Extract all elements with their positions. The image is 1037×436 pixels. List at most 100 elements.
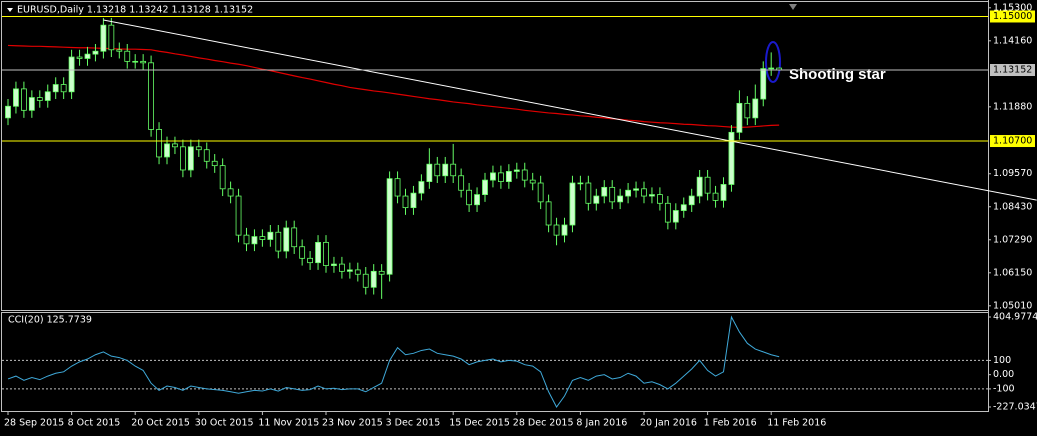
candle-body <box>362 273 369 288</box>
candle-body <box>752 98 759 119</box>
candle-body <box>490 172 496 181</box>
candle-body <box>36 97 43 101</box>
candle-body <box>179 146 186 171</box>
candle-body <box>331 263 337 266</box>
candle-body <box>386 178 393 275</box>
level-label-box <box>990 135 1035 148</box>
y-tick-label: 1.11880 <box>993 101 1032 112</box>
candle-body <box>291 227 298 248</box>
candle-body <box>219 165 226 190</box>
candle-body <box>617 195 624 203</box>
level-label: 1.15000 <box>993 11 1032 22</box>
candle-body <box>100 24 107 52</box>
candle-body <box>680 204 687 211</box>
candle-body <box>52 84 59 93</box>
candle-body <box>728 131 735 185</box>
candle-body <box>529 179 536 184</box>
candle-body <box>76 56 83 59</box>
candle-body <box>609 186 616 203</box>
candle-body <box>68 56 75 93</box>
candle-body <box>28 97 35 111</box>
x-tick-label: 20 Jan 2016 <box>640 418 697 429</box>
candle-body <box>704 176 711 194</box>
candle-body <box>60 84 67 93</box>
y-tick-label: 1.08430 <box>993 201 1032 212</box>
x-tick-label: 11 Feb 2016 <box>767 418 826 429</box>
y-tick-label: 0.00 <box>993 369 1014 380</box>
candle-body <box>148 62 155 130</box>
y-tick-label: 1.14160 <box>993 35 1032 46</box>
candle-body <box>315 241 321 264</box>
x-tick-label: 23 Nov 2015 <box>322 418 383 429</box>
candle-body <box>307 257 314 264</box>
menu-triangle <box>7 8 13 12</box>
candle-body <box>251 236 258 245</box>
candle-body <box>203 149 210 162</box>
candle-body <box>720 184 727 201</box>
candle-body <box>545 201 552 226</box>
x-tick-label: 11 Nov 2015 <box>258 418 319 429</box>
candle-body <box>760 68 767 100</box>
candle-body <box>641 188 647 197</box>
candle-body <box>672 210 679 223</box>
candle-body <box>649 194 655 197</box>
x-tick-label: 1 Feb 2016 <box>704 418 757 429</box>
candle-body <box>458 175 465 191</box>
candle-body <box>521 169 528 181</box>
level-label: 1.10700 <box>993 136 1032 147</box>
candle-body <box>577 182 584 185</box>
candle-body <box>513 169 520 172</box>
candle-body <box>593 195 600 204</box>
candle-body <box>211 160 218 167</box>
candle-body <box>744 102 751 119</box>
candle-body <box>561 224 568 236</box>
candle-body <box>625 189 631 197</box>
candle-body <box>410 192 417 209</box>
candle-body <box>172 143 178 148</box>
candle-body <box>195 146 202 151</box>
candle-body <box>354 269 361 275</box>
candle-body <box>20 88 27 111</box>
x-tick-label: 3 Dec 2015 <box>386 418 441 429</box>
candle-body <box>569 182 576 226</box>
candle-body <box>466 189 473 206</box>
candle-body <box>378 270 385 275</box>
candle-body <box>537 182 544 203</box>
candle-body <box>657 194 663 204</box>
x-tick-label: 28 Dec 2015 <box>513 418 574 429</box>
level-label-box <box>990 64 1035 77</box>
x-tick-label: 15 Dec 2015 <box>449 418 510 429</box>
candle-body <box>434 163 441 177</box>
candle-body <box>442 163 449 177</box>
candle-body <box>497 172 504 182</box>
candle-body <box>323 241 329 266</box>
candle-body <box>259 236 266 240</box>
chart-title: EURUSD,Daily 1.13218 1.13242 1.13128 1.1… <box>17 5 253 16</box>
candle-body <box>84 53 91 59</box>
candle-body <box>187 146 194 171</box>
y-tick-label: -100 <box>993 383 1015 394</box>
candle-body <box>243 234 250 245</box>
y-tick-label: 1.05010 <box>993 300 1032 311</box>
candle-body <box>164 143 170 158</box>
candle-body <box>450 163 457 177</box>
y-tick-label: 1.15300 <box>993 2 1032 13</box>
candle-body <box>299 246 306 259</box>
candle-body <box>283 227 290 252</box>
candle-body <box>474 194 480 206</box>
candle-body <box>338 263 345 272</box>
cci-title: CCI(20) 125.7739 <box>8 315 92 326</box>
trend-line <box>103 19 1037 201</box>
candle-body <box>394 178 401 197</box>
candle-body <box>664 202 671 223</box>
y-tick-label: 1.06150 <box>993 267 1032 278</box>
level-label: 1.13152 <box>993 65 1032 76</box>
cci-line <box>7 315 780 408</box>
candle-body <box>696 176 703 197</box>
candle-body <box>585 182 592 204</box>
candle-body <box>227 188 234 197</box>
candle-body <box>5 105 11 119</box>
candle-body <box>156 129 162 158</box>
chart-shift-marker <box>789 4 797 10</box>
